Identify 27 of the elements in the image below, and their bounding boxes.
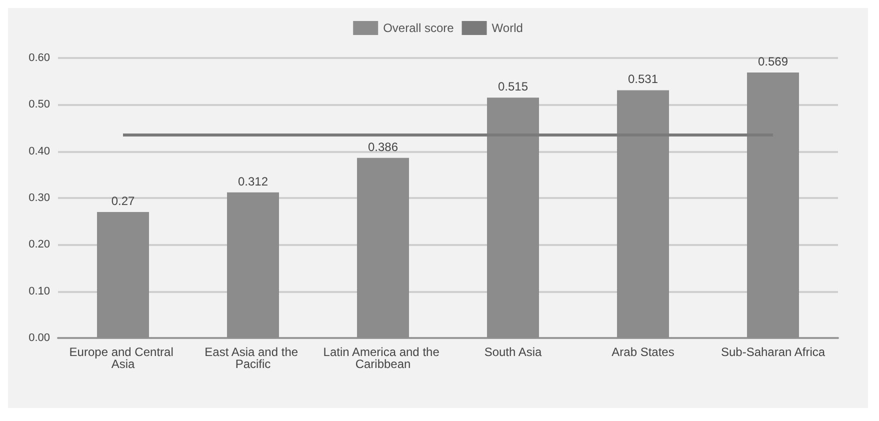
y-tick-label: 0.00 — [28, 332, 50, 344]
data-label: 0.386 — [368, 140, 398, 154]
y-tick-label: 0.40 — [28, 145, 50, 158]
y-tick-label: 0.20 — [28, 238, 50, 251]
data-label: 0.515 — [498, 80, 528, 94]
x-tick-label: Arab States — [612, 345, 674, 359]
legend-label: World — [492, 21, 523, 35]
data-label: 0.531 — [628, 72, 658, 86]
x-tick-label: Sub-Saharan Africa — [720, 345, 826, 359]
bar — [617, 90, 669, 338]
bar — [487, 98, 539, 338]
data-label: 0.312 — [238, 174, 268, 188]
x-tick-label: East Asia and the Pacific — [204, 345, 302, 371]
bar — [357, 158, 409, 338]
data-label: 0.569 — [758, 54, 788, 68]
x-tick-label: South Asia — [484, 345, 542, 359]
x-tick-label: Europe and Central Asia — [69, 345, 177, 371]
y-tick-label: 0.60 — [28, 52, 50, 64]
y-tick-label: 0.30 — [28, 192, 50, 204]
x-tick-label: Latin America and the Caribbean — [323, 345, 443, 371]
data-label: 0.27 — [111, 194, 135, 208]
bar — [747, 72, 799, 338]
y-tick-label: 0.10 — [28, 285, 50, 298]
bar — [227, 192, 279, 338]
y-tick-label: 0.50 — [28, 98, 50, 111]
legend-label: Overall score — [383, 21, 454, 35]
bar — [97, 212, 149, 338]
